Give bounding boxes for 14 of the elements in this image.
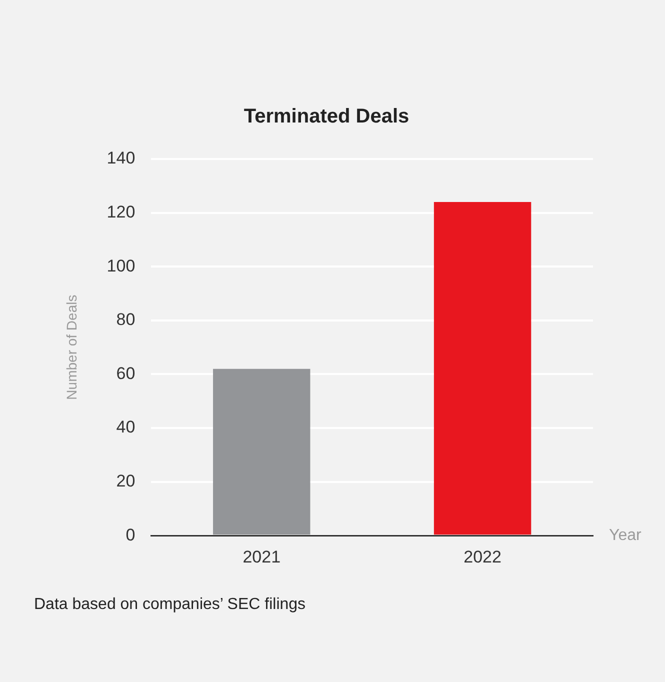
y-axis-title: Number of Deals [63,294,80,400]
y-tick-label: 120 [106,202,136,222]
chart-title: Terminated Deals [244,106,410,128]
y-tick-label: 100 [106,256,136,276]
y-tick-label: 60 [116,364,136,383]
text: Data based on companies’ SEC filings [34,596,306,614]
x-tick-label: 2021 [242,547,281,566]
y-tick-label: 80 [116,310,136,330]
x-axis-title: Year [609,527,642,544]
y-tick-label: 0 [126,525,136,544]
y-tick-label: 20 [116,471,136,490]
x-tick-label: 2022 [464,547,502,566]
y-tick-label: 40 [116,418,136,437]
y-tick-label: 140 [106,148,136,168]
